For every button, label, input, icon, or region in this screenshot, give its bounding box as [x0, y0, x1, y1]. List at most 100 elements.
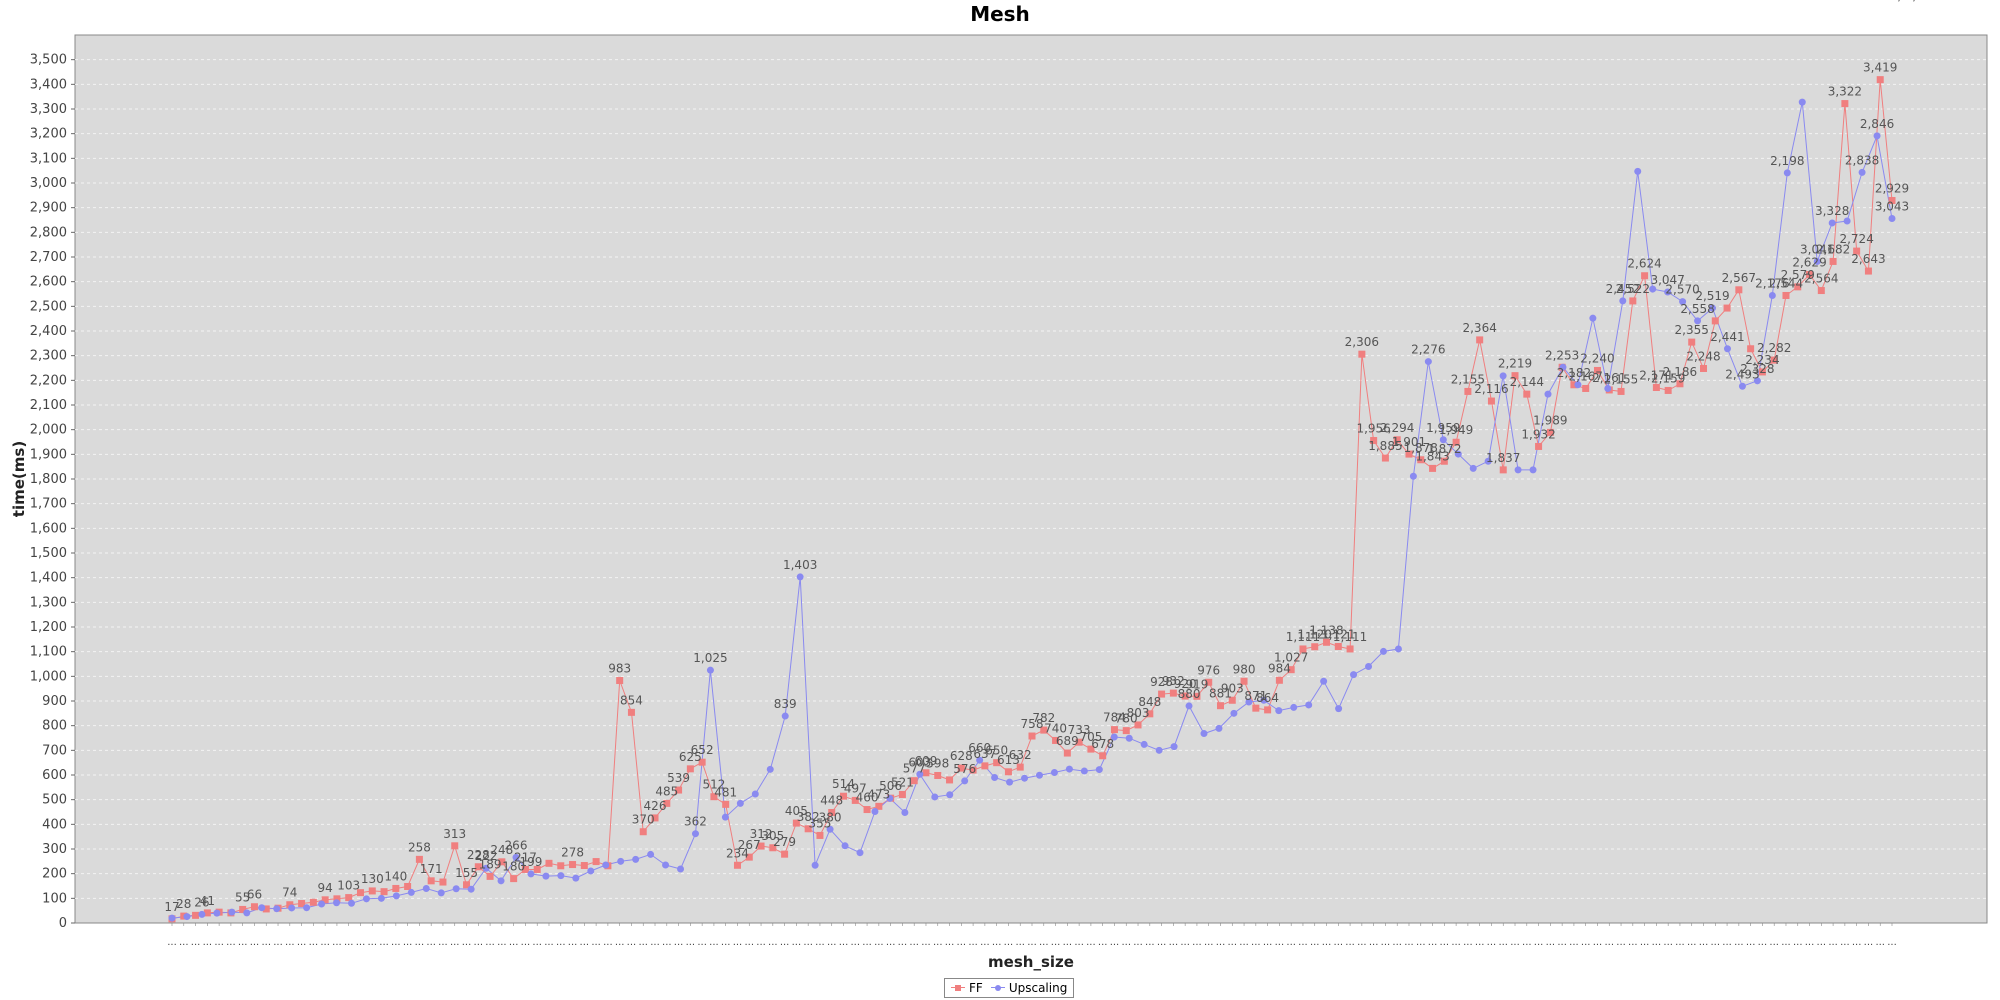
data-point-ff	[1723, 304, 1731, 312]
data-point-upscaling	[1768, 291, 1776, 299]
x-tick-label: ...	[1334, 937, 1344, 948]
data-point-ff	[1216, 702, 1224, 710]
data-point-ff	[1782, 291, 1790, 299]
data-label: 1,837	[1486, 451, 1520, 465]
data-label: 382	[797, 810, 820, 824]
data-point-ff	[1346, 645, 1354, 653]
data-label: 2,629	[1792, 256, 1826, 270]
y-tick-label: 0	[59, 916, 67, 931]
data-point-ff	[981, 762, 989, 770]
x-tick-label: ...	[438, 937, 448, 948]
data-label: 1,949	[1439, 423, 1473, 437]
data-point-upscaling	[407, 888, 415, 896]
legend-label-upscaling: Upscaling	[1008, 981, 1068, 995]
data-point-ff	[1546, 428, 1554, 436]
data-label: 603	[908, 755, 931, 769]
data-point-upscaling	[1200, 730, 1208, 738]
data-label: 41	[200, 894, 215, 908]
x-tick-label: ...	[285, 937, 295, 948]
data-point-upscaling	[273, 905, 281, 913]
data-point-upscaling	[1409, 472, 1417, 480]
data-point-upscaling	[1185, 702, 1193, 710]
data-point-ff	[922, 769, 930, 777]
data-label: 2,182	[1557, 366, 1591, 380]
data-point-ff	[427, 877, 435, 885]
x-tick-label: ...	[1074, 937, 1084, 948]
data-point-upscaling	[677, 865, 685, 873]
data-point-ff	[1158, 690, 1166, 698]
data-point-ff	[863, 806, 871, 814]
x-tick-label: ...	[226, 937, 236, 948]
data-point-ff	[957, 764, 965, 772]
data-label: 234	[726, 846, 749, 860]
data-point-upscaling	[826, 825, 834, 833]
x-tick-label: ...	[1640, 937, 1650, 948]
x-tick-label: ...	[1840, 937, 1850, 948]
x-tick-label: ...	[1569, 937, 1579, 948]
data-point-ff	[356, 889, 364, 897]
y-tick-label: 2,500	[30, 299, 67, 314]
data-point-upscaling	[1604, 384, 1612, 392]
data-label: 880	[1178, 687, 1201, 701]
data-point-upscaling	[856, 849, 864, 857]
data-point-upscaling	[467, 885, 475, 893]
data-point-ff	[309, 898, 317, 906]
data-label: 780	[1115, 712, 1138, 726]
x-tick-label: ...	[992, 937, 1002, 948]
data-point-ff	[851, 796, 859, 804]
data-point-ff	[792, 819, 800, 827]
y-tick-label: 1,300	[30, 595, 67, 610]
data-point-ff	[1134, 721, 1142, 729]
x-tick-label: ...	[1510, 937, 1520, 948]
data-point-ff	[1593, 366, 1601, 374]
data-label: 576	[953, 762, 976, 776]
data-label: 1,111	[1286, 630, 1320, 644]
data-label: 689	[1056, 734, 1079, 748]
x-tick-label: ...	[1557, 937, 1567, 948]
data-point-ff	[698, 758, 706, 766]
data-label: 1,111	[1333, 630, 1367, 644]
data-point-upscaling	[1499, 372, 1507, 380]
x-tick-label: ...	[674, 937, 684, 948]
x-tick-label: ...	[568, 937, 578, 948]
y-tick-label: 100	[42, 891, 67, 906]
x-tick-label: ...	[1522, 937, 1532, 948]
x-tick-label: ...	[403, 937, 413, 948]
data-label: 521	[891, 775, 914, 789]
data-point-ff	[1181, 692, 1189, 700]
x-tick-label: ...	[909, 937, 919, 948]
data-point-upscaling	[1230, 709, 1238, 717]
data-point-upscaling	[557, 872, 565, 880]
data-point-upscaling	[1783, 169, 1791, 177]
x-tick-label: ...	[921, 937, 931, 948]
data-label: 2,144	[1510, 375, 1544, 389]
data-label: 2,564	[1804, 272, 1838, 286]
x-tick-label: ...	[968, 937, 978, 948]
data-point-ff	[969, 766, 977, 774]
data-label: 3,419	[1863, 61, 1897, 75]
data-point-upscaling	[347, 899, 355, 907]
y-tick-label: 800	[42, 719, 67, 734]
data-point-upscaling	[632, 855, 640, 863]
y-tick-label: 1,900	[30, 447, 67, 462]
x-tick-label: ...	[733, 937, 743, 948]
data-label: 784	[1103, 711, 1126, 725]
legend-label-ff: FF	[969, 981, 983, 995]
x-tick-label: ...	[1463, 937, 1473, 948]
x-tick-label: ...	[1628, 937, 1638, 948]
x-tick-label: ...	[1263, 937, 1273, 948]
x-tick-label: ...	[1817, 937, 1827, 948]
x-tick-label: ...	[250, 937, 260, 948]
y-tick-label: 1,800	[30, 472, 67, 487]
data-point-ff	[1040, 726, 1048, 734]
data-point-upscaling	[1634, 167, 1642, 175]
data-label: 2,176	[1755, 276, 1789, 290]
x-tick-label: ...	[509, 937, 519, 948]
data-point-upscaling	[1589, 314, 1597, 322]
y-tick-label: 1,200	[30, 620, 67, 635]
data-point-upscaling	[811, 861, 819, 869]
data-label: 983	[608, 662, 631, 676]
data-point-ff	[946, 776, 954, 784]
data-label: 539	[667, 771, 690, 785]
x-tick-label: ...	[1687, 937, 1697, 948]
